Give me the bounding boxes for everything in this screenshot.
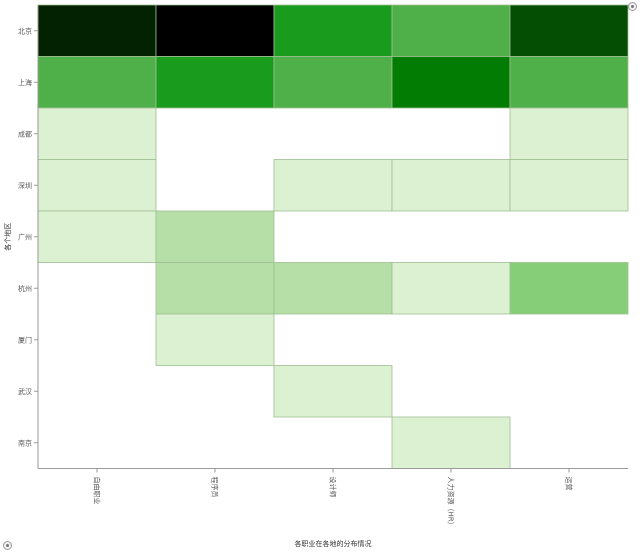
y-tick-label: 广州 <box>18 232 32 241</box>
y-axis-title: 各个地区 <box>3 223 12 251</box>
x-axis-title: 各职业在各地的分布情况 <box>295 539 372 548</box>
heatmap-cells <box>37 4 629 469</box>
heatmap-cell <box>155 4 275 57</box>
heatmap-cell <box>391 56 511 109</box>
expand-icon[interactable] <box>628 2 637 11</box>
x-axis-ticks: 自由职业 程序员 设计师 人力资源（HR） 运营 <box>93 468 574 529</box>
heatmap-cell <box>37 4 157 57</box>
heatmap-cell <box>509 4 629 57</box>
y-tick-label: 上海 <box>18 78 32 87</box>
heatmap-cell <box>37 56 157 109</box>
heatmap-cell <box>37 210 157 263</box>
y-tick-label: 成都 <box>18 129 32 138</box>
heatmap-cell <box>155 313 275 366</box>
heatmap-cell <box>37 159 157 212</box>
heatmap-cell <box>509 56 629 109</box>
x-tick-label: 运营 <box>565 477 574 491</box>
heatmap-cell <box>155 56 275 109</box>
heatmap-cell <box>391 262 511 315</box>
collapse-icon[interactable] <box>3 541 12 550</box>
y-tick-label: 南京 <box>18 438 32 447</box>
y-tick-label: 北京 <box>18 26 32 35</box>
x-tick-label: 设计师 <box>329 477 338 498</box>
heatmap-cell <box>273 4 393 57</box>
heatmap-cell <box>391 159 511 212</box>
heatmap-cell <box>37 107 157 160</box>
x-tick-label: 自由职业 <box>93 477 102 505</box>
heatmap-cell <box>155 262 275 315</box>
y-tick-label: 厦门 <box>18 335 32 344</box>
heatmap-cell <box>273 56 393 109</box>
heatmap-cell <box>273 365 393 418</box>
y-tick-label: 深圳 <box>18 181 32 190</box>
heatmap-cell <box>273 159 393 212</box>
heatmap-cell <box>509 107 629 160</box>
heatmap-cell <box>509 159 629 212</box>
heatmap-cell <box>391 4 511 57</box>
y-tick-label: 武汉 <box>18 387 32 396</box>
heatmap-cell <box>509 262 629 315</box>
y-tick-label: 杭州 <box>18 284 32 293</box>
x-tick-label: 人力资源（HR） <box>447 477 456 529</box>
x-tick-label: 程序员 <box>211 477 220 498</box>
heatmap-cell <box>155 210 275 263</box>
heatmap-cell <box>273 262 393 315</box>
heatmap-cell <box>391 416 511 469</box>
